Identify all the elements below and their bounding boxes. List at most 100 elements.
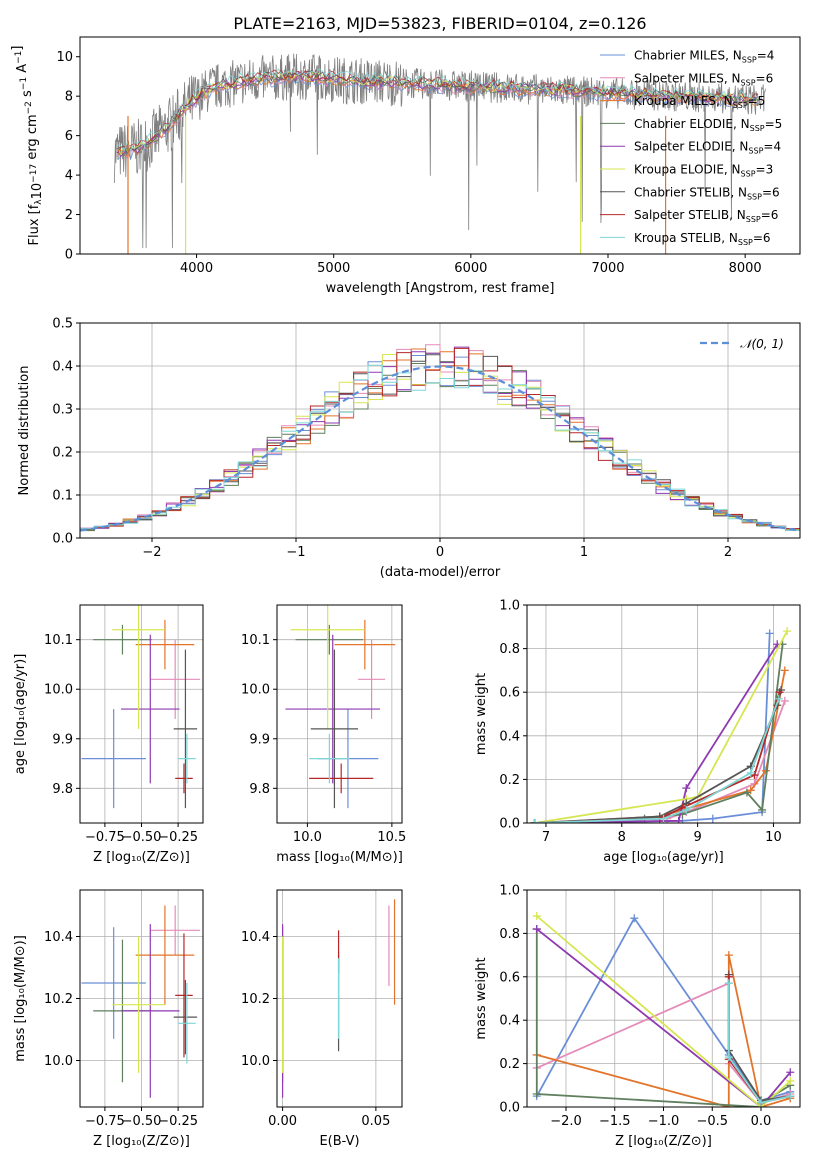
- legend-sub: SSP: [733, 101, 748, 110]
- massweight-series-line: [534, 644, 784, 823]
- massweight-point-marker: [758, 805, 767, 814]
- x-tick-label: 0.0: [751, 1114, 772, 1129]
- plot-area: [281, 899, 396, 1098]
- massweight-point-marker: [742, 788, 751, 797]
- y-tick-label: 4: [65, 169, 73, 184]
- y-tick-label: 1.0: [499, 599, 520, 614]
- errorbar-point: [112, 605, 165, 729]
- x-tick-label: −0.75: [85, 1114, 125, 1129]
- x-tick-label: 2: [724, 545, 732, 560]
- y-tick-label: 0.0: [52, 532, 73, 547]
- massweight-series-line: [536, 928, 791, 1107]
- massweight-point-marker: [757, 1098, 765, 1107]
- errorbar-point: [81, 927, 146, 1039]
- x-tick-label: 0: [436, 545, 444, 560]
- massweight-point-marker: [786, 1076, 795, 1085]
- massweight-series-line: [534, 700, 786, 823]
- legend-label: Chabrier MILES, N: [634, 49, 742, 63]
- massweight-series-line: [534, 643, 779, 823]
- errorbar-point: [334, 619, 396, 670]
- y-tick-label: 10.1: [44, 633, 73, 648]
- x-tick-label: −0.50: [122, 1114, 162, 1129]
- legend-sub: SSP: [741, 78, 756, 87]
- y-axis-label: mass weight: [474, 673, 489, 755]
- y-axis-label-part: A: [15, 64, 30, 77]
- mass-vs-ebv-panel: 0.00 0.05 10.0 10.2 10.4 E(B-V): [241, 889, 403, 1149]
- errorbar-point: [121, 924, 180, 1098]
- y-axis-label: Normed distribution: [17, 366, 32, 496]
- x-tick-label: 1: [580, 545, 588, 560]
- x-tick-label: 4000: [180, 261, 213, 276]
- plot-area: [532, 912, 795, 1107]
- x-tick-label: 9: [693, 830, 701, 845]
- legend-tail: =4: [757, 49, 775, 63]
- legend-tail: =6: [761, 208, 779, 222]
- legend-entry: Chabrier ELODIE, NSSP=5: [634, 117, 782, 133]
- legend-tail: =5: [748, 94, 766, 108]
- massweight-point-marker: [774, 694, 783, 703]
- y-tick-label: 9.9: [52, 732, 73, 747]
- x-axis-label: E(B-V): [319, 1134, 359, 1149]
- errorbar-point: [173, 979, 198, 1055]
- massweight-point-marker: [724, 1053, 733, 1062]
- x-tick-label: 10.0: [293, 830, 322, 845]
- errorbar-point: [178, 733, 196, 784]
- y-tick-label: 0.8: [499, 927, 520, 942]
- y-tick-label: 9.8: [249, 782, 270, 797]
- massweight-point-marker: [682, 805, 691, 814]
- y-tick-label: 0.4: [52, 360, 73, 375]
- plot-area: [80, 344, 800, 533]
- axes-frame: [526, 604, 801, 824]
- massweight-point-marker: [532, 912, 541, 921]
- y-tick-label: 8: [65, 90, 73, 105]
- x-tick-label: 10.5: [377, 830, 406, 845]
- errorbar-point: [309, 733, 350, 784]
- y-tick-label: 2: [65, 208, 73, 223]
- y-axis-label-part: −1: [19, 77, 29, 90]
- y-tick-label: 0.4: [499, 729, 520, 744]
- legend-entry: Salpeter MILES, NSSP=6: [634, 71, 773, 87]
- x-tick-label: −0.25: [158, 830, 198, 845]
- errorbar-point: [309, 763, 374, 794]
- legend-entry: Chabrier STELIB, NSSP=6: [634, 185, 780, 201]
- y-axis-label-part: −1: [14, 51, 24, 64]
- legend-label: Salpeter ELODIE, N: [634, 140, 748, 154]
- errorbar-point: [81, 709, 146, 809]
- legend-label: Kroupa ELODIE, N: [634, 163, 741, 177]
- y-axis-label: age [log₁₀(age/yr)]: [13, 654, 28, 775]
- y-tick-label: 10.4: [44, 930, 73, 945]
- y-axis-label: Flux [fλ10−17 erg cm−2 s−1 A−1]: [10, 46, 45, 246]
- massweight-point-marker: [765, 629, 774, 638]
- massweight-point-marker: [786, 1092, 795, 1101]
- legend-entry: Chabrier MILES, NSSP=4: [634, 49, 774, 65]
- y-tick-label: 10.0: [44, 683, 73, 698]
- y-tick-label: 0: [65, 248, 73, 263]
- errorbar-point: [175, 763, 193, 794]
- y-axis-label-part: s: [20, 90, 35, 101]
- y-tick-label: 0.5: [52, 317, 73, 332]
- spectrum-panel: 4000 5000 6000 7000 8000 0 2 4 6 8 10 wavelength [A…: [10, 36, 801, 296]
- legend-label: Salpeter MILES, N: [634, 71, 741, 85]
- errorbar-point: [112, 936, 165, 1073]
- plot-area: [113, 53, 766, 254]
- x-axis-label: age [log₁₀(age/yr)]: [603, 850, 724, 865]
- legend-sub: SSP: [750, 124, 765, 133]
- massweight-point-marker: [783, 627, 792, 636]
- errorbar-point: [175, 933, 193, 1058]
- legend-label: Kroupa STELIB, N: [634, 231, 738, 245]
- massweight-vs-metallicity-panel: −2.0 −1.5 −1.0 −0.5 0.0 0.0 0.2 0.4 0.6 0.8 1.0 Z […: [474, 884, 801, 1149]
- legend-label: Salpeter STELIB, N: [634, 208, 746, 222]
- massweight-point-marker: [780, 666, 789, 675]
- x-tick-label: 8: [618, 830, 626, 845]
- massweight-point-marker: [659, 814, 668, 823]
- y-tick-label: 0.6: [499, 686, 520, 701]
- legend-sub: SSP: [748, 147, 763, 156]
- errorbar-point: [121, 634, 180, 784]
- y-tick-label: 0.2: [52, 446, 73, 461]
- y-tick-label: 10.2: [44, 992, 73, 1007]
- massweight-point-marker: [708, 814, 717, 823]
- x-tick-label: 0.00: [268, 1114, 297, 1129]
- x-tick-label: 6000: [454, 261, 487, 276]
- axes-frame: [79, 36, 801, 255]
- y-axis-label-part: 10: [30, 183, 45, 200]
